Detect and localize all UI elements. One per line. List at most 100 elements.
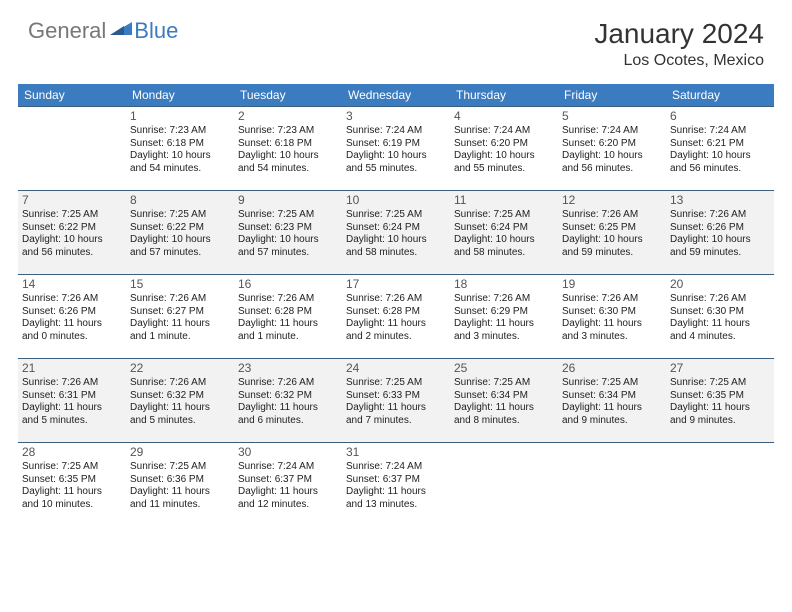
calendar-cell: 28Sunrise: 7:25 AMSunset: 6:35 PMDayligh… [18, 443, 126, 527]
daylight-text: and 56 minutes. [562, 163, 662, 176]
daylight-text: and 5 minutes. [130, 415, 230, 428]
sunset-text: Sunset: 6:35 PM [22, 474, 122, 487]
day-number: 31 [346, 445, 446, 460]
sunrise-text: Sunrise: 7:24 AM [238, 461, 338, 474]
daylight-text: and 54 minutes. [130, 163, 230, 176]
daylight-text: and 55 minutes. [454, 163, 554, 176]
calendar-cell [666, 443, 774, 527]
calendar-cell [450, 443, 558, 527]
daylight-text: and 55 minutes. [346, 163, 446, 176]
calendar-cell: 19Sunrise: 7:26 AMSunset: 6:30 PMDayligh… [558, 275, 666, 359]
sunrise-text: Sunrise: 7:25 AM [238, 209, 338, 222]
daylight-text: and 54 minutes. [238, 163, 338, 176]
sunset-text: Sunset: 6:37 PM [238, 474, 338, 487]
daylight-text: Daylight: 11 hours [130, 402, 230, 415]
daylight-text: Daylight: 10 hours [238, 150, 338, 163]
sunrise-text: Sunrise: 7:23 AM [238, 125, 338, 138]
sunset-text: Sunset: 6:24 PM [346, 222, 446, 235]
calendar-cell: 10Sunrise: 7:25 AMSunset: 6:24 PMDayligh… [342, 191, 450, 275]
daylight-text: Daylight: 11 hours [238, 318, 338, 331]
sunset-text: Sunset: 6:18 PM [238, 138, 338, 151]
daylight-text: and 1 minute. [238, 331, 338, 344]
sunrise-text: Sunrise: 7:24 AM [670, 125, 770, 138]
daylight-text: Daylight: 11 hours [22, 486, 122, 499]
calendar-cell: 26Sunrise: 7:25 AMSunset: 6:34 PMDayligh… [558, 359, 666, 443]
weekday-header: Wednesday [342, 84, 450, 107]
page-title: January 2024 [594, 18, 764, 50]
sunrise-text: Sunrise: 7:26 AM [238, 293, 338, 306]
calendar-week-row: 28Sunrise: 7:25 AMSunset: 6:35 PMDayligh… [18, 443, 774, 527]
daylight-text: Daylight: 10 hours [346, 234, 446, 247]
sunrise-text: Sunrise: 7:26 AM [670, 293, 770, 306]
calendar-week-row: 1Sunrise: 7:23 AMSunset: 6:18 PMDaylight… [18, 107, 774, 191]
day-number: 2 [238, 109, 338, 124]
daylight-text: Daylight: 10 hours [670, 234, 770, 247]
sunset-text: Sunset: 6:21 PM [670, 138, 770, 151]
daylight-text: and 57 minutes. [130, 247, 230, 260]
sunset-text: Sunset: 6:32 PM [238, 390, 338, 403]
calendar-cell: 27Sunrise: 7:25 AMSunset: 6:35 PMDayligh… [666, 359, 774, 443]
calendar-cell: 6Sunrise: 7:24 AMSunset: 6:21 PMDaylight… [666, 107, 774, 191]
daylight-text: Daylight: 10 hours [454, 234, 554, 247]
sunset-text: Sunset: 6:18 PM [130, 138, 230, 151]
calendar-cell: 25Sunrise: 7:25 AMSunset: 6:34 PMDayligh… [450, 359, 558, 443]
day-number: 16 [238, 277, 338, 292]
daylight-text: Daylight: 10 hours [670, 150, 770, 163]
sunrise-text: Sunrise: 7:26 AM [130, 293, 230, 306]
sunset-text: Sunset: 6:22 PM [22, 222, 122, 235]
sunrise-text: Sunrise: 7:25 AM [346, 377, 446, 390]
sunrise-text: Sunrise: 7:26 AM [346, 293, 446, 306]
sunrise-text: Sunrise: 7:26 AM [454, 293, 554, 306]
calendar-cell: 4Sunrise: 7:24 AMSunset: 6:20 PMDaylight… [450, 107, 558, 191]
day-number: 25 [454, 361, 554, 376]
daylight-text: and 11 minutes. [130, 499, 230, 512]
day-number: 20 [670, 277, 770, 292]
daylight-text: Daylight: 11 hours [454, 318, 554, 331]
daylight-text: and 3 minutes. [562, 331, 662, 344]
sunrise-text: Sunrise: 7:24 AM [346, 125, 446, 138]
sunrise-text: Sunrise: 7:25 AM [670, 377, 770, 390]
daylight-text: Daylight: 11 hours [346, 486, 446, 499]
calendar-cell: 5Sunrise: 7:24 AMSunset: 6:20 PMDaylight… [558, 107, 666, 191]
day-number: 6 [670, 109, 770, 124]
calendar-cell: 20Sunrise: 7:26 AMSunset: 6:30 PMDayligh… [666, 275, 774, 359]
day-number: 11 [454, 193, 554, 208]
daylight-text: Daylight: 11 hours [22, 318, 122, 331]
sunrise-text: Sunrise: 7:26 AM [238, 377, 338, 390]
sunset-text: Sunset: 6:23 PM [238, 222, 338, 235]
calendar-cell: 9Sunrise: 7:25 AMSunset: 6:23 PMDaylight… [234, 191, 342, 275]
sunset-text: Sunset: 6:28 PM [346, 306, 446, 319]
calendar-cell: 12Sunrise: 7:26 AMSunset: 6:25 PMDayligh… [558, 191, 666, 275]
daylight-text: Daylight: 10 hours [346, 150, 446, 163]
day-number: 27 [670, 361, 770, 376]
logo-text-blue: Blue [134, 18, 178, 44]
sunrise-text: Sunrise: 7:25 AM [130, 209, 230, 222]
daylight-text: Daylight: 10 hours [454, 150, 554, 163]
calendar-cell: 1Sunrise: 7:23 AMSunset: 6:18 PMDaylight… [126, 107, 234, 191]
calendar-cell: 23Sunrise: 7:26 AMSunset: 6:32 PMDayligh… [234, 359, 342, 443]
sunset-text: Sunset: 6:27 PM [130, 306, 230, 319]
calendar-week-row: 21Sunrise: 7:26 AMSunset: 6:31 PMDayligh… [18, 359, 774, 443]
calendar-cell: 15Sunrise: 7:26 AMSunset: 6:27 PMDayligh… [126, 275, 234, 359]
sunset-text: Sunset: 6:28 PM [238, 306, 338, 319]
sunset-text: Sunset: 6:32 PM [130, 390, 230, 403]
sunrise-text: Sunrise: 7:26 AM [130, 377, 230, 390]
daylight-text: Daylight: 11 hours [562, 402, 662, 415]
calendar-cell: 13Sunrise: 7:26 AMSunset: 6:26 PMDayligh… [666, 191, 774, 275]
day-number: 22 [130, 361, 230, 376]
day-number: 13 [670, 193, 770, 208]
weekday-header: Friday [558, 84, 666, 107]
daylight-text: and 10 minutes. [22, 499, 122, 512]
sunrise-text: Sunrise: 7:25 AM [454, 377, 554, 390]
sunrise-text: Sunrise: 7:24 AM [454, 125, 554, 138]
daylight-text: and 12 minutes. [238, 499, 338, 512]
sunset-text: Sunset: 6:30 PM [562, 306, 662, 319]
daylight-text: Daylight: 11 hours [562, 318, 662, 331]
weekday-header: Monday [126, 84, 234, 107]
weekday-header-row: SundayMondayTuesdayWednesdayThursdayFrid… [18, 84, 774, 107]
daylight-text: and 58 minutes. [346, 247, 446, 260]
calendar-cell: 3Sunrise: 7:24 AMSunset: 6:19 PMDaylight… [342, 107, 450, 191]
daylight-text: and 7 minutes. [346, 415, 446, 428]
sunset-text: Sunset: 6:31 PM [22, 390, 122, 403]
daylight-text: Daylight: 11 hours [454, 402, 554, 415]
